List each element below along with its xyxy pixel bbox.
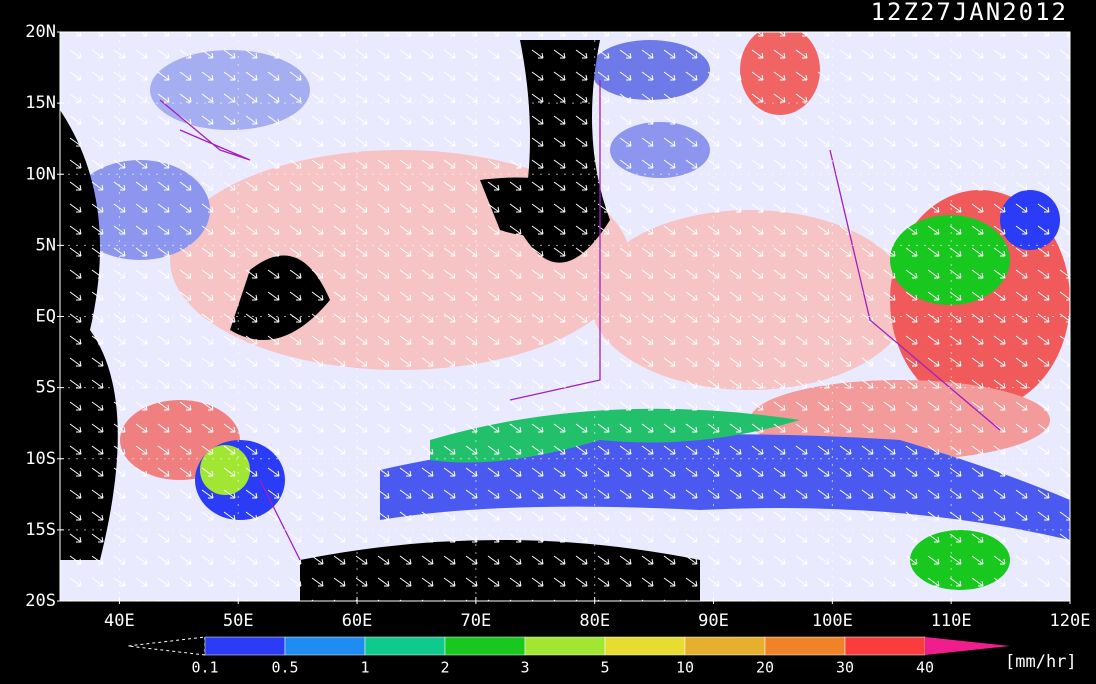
lon-label: 50E xyxy=(223,611,254,631)
colorbar-label: 0.1 xyxy=(191,659,218,677)
colorbar-segment xyxy=(604,636,686,656)
colorbar-segment xyxy=(524,636,606,656)
lat-label: 20S xyxy=(25,591,56,611)
lat-label: 15N xyxy=(25,93,56,113)
lon-label: 80E xyxy=(579,611,610,631)
lat-label: 5S xyxy=(36,378,56,398)
colorbar-label: 20 xyxy=(756,659,774,677)
colorbar-label: 40 xyxy=(916,659,934,677)
colorbar-segment xyxy=(364,636,446,656)
colorbar-segment xyxy=(844,636,926,656)
colorbar-label: 1 xyxy=(360,659,369,677)
lat-label: 20N xyxy=(25,22,56,42)
lat-label: 10N xyxy=(25,164,56,184)
colorbar-label: 0.5 xyxy=(271,659,298,677)
colorbar-segment xyxy=(684,636,766,656)
lat-label: 5N xyxy=(36,235,56,255)
lon-label: 90E xyxy=(698,611,729,631)
lon-label: 70E xyxy=(461,611,492,631)
colorbar-segment xyxy=(204,636,286,656)
lon-label: 60E xyxy=(342,611,373,631)
colorbar-label: 3 xyxy=(520,659,529,677)
colorbar-segment xyxy=(284,636,366,656)
field xyxy=(60,32,1070,601)
lat-label: 10S xyxy=(25,449,56,469)
colorbar-segment xyxy=(764,636,846,656)
colorbar-label: 30 xyxy=(836,659,854,677)
lon-label: 100E xyxy=(812,611,853,631)
colorbar-label: 10 xyxy=(676,659,694,677)
lat-label: EQ xyxy=(36,307,56,327)
unit-label: [mm/hr] xyxy=(1005,652,1077,672)
colorbar-segment xyxy=(444,636,526,656)
colorbar-label: 5 xyxy=(600,659,609,677)
lon-label: 40E xyxy=(104,611,135,631)
lon-label: 120E xyxy=(1050,611,1091,631)
title: 12Z27JAN2012 xyxy=(871,0,1068,26)
lon-label: 110E xyxy=(931,611,972,631)
colorbar-label: 2 xyxy=(440,659,449,677)
colorbar-under xyxy=(127,636,206,656)
colorbar-over xyxy=(925,637,1010,655)
lat-label: 15S xyxy=(25,520,56,540)
